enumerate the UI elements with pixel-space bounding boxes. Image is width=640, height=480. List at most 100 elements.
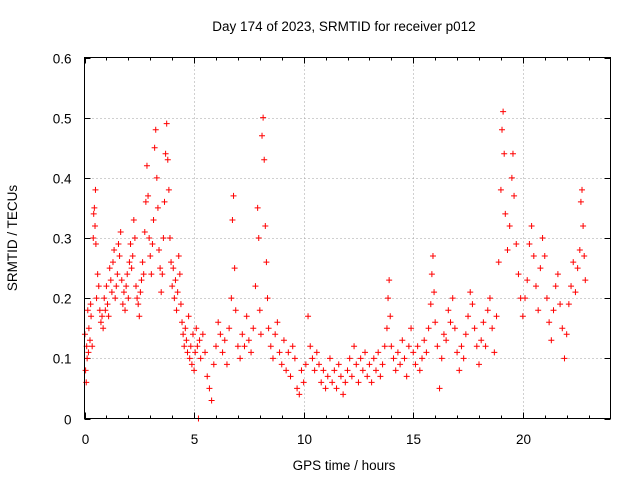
data-point xyxy=(331,367,338,374)
data-point xyxy=(522,295,529,302)
chart-title: Day 174 of 2023, SRMTID for receiver p01… xyxy=(212,19,475,34)
data-point xyxy=(97,319,104,326)
data-point xyxy=(296,391,303,398)
data-point xyxy=(185,313,192,320)
data-point xyxy=(88,313,95,320)
data-point xyxy=(202,349,209,356)
data-point xyxy=(493,313,500,320)
data-point xyxy=(160,235,167,241)
data-point xyxy=(226,325,233,332)
data-point xyxy=(199,331,206,338)
data-point xyxy=(180,331,187,338)
data-point xyxy=(181,343,188,350)
data-point xyxy=(447,319,454,326)
data-point xyxy=(274,319,281,326)
data-point xyxy=(397,361,404,368)
data-point xyxy=(302,361,309,368)
data-point xyxy=(166,235,173,241)
data-point xyxy=(438,355,445,362)
data-point xyxy=(580,222,587,229)
data-point xyxy=(462,331,469,338)
data-point xyxy=(326,355,333,362)
data-point xyxy=(239,331,246,338)
data-point xyxy=(311,367,318,374)
data-point xyxy=(416,367,423,374)
data-point xyxy=(85,325,92,332)
data-point xyxy=(508,174,515,181)
data-point xyxy=(577,198,584,205)
data-point xyxy=(471,325,478,332)
data-point xyxy=(93,295,100,302)
data-point xyxy=(114,271,121,278)
data-point xyxy=(156,247,163,254)
x-tick-label: 5 xyxy=(191,432,199,447)
data-point xyxy=(473,343,480,350)
data-point xyxy=(241,343,248,350)
data-point xyxy=(454,349,461,356)
data-point xyxy=(394,349,401,356)
data-point xyxy=(119,301,126,308)
data-point xyxy=(130,216,137,223)
data-point xyxy=(90,210,97,217)
axis-ticks xyxy=(84,57,611,420)
data-point xyxy=(147,253,154,260)
data-point xyxy=(116,253,123,260)
data-point xyxy=(140,271,147,278)
data-point xyxy=(145,192,152,199)
data-point xyxy=(528,222,535,229)
data-point xyxy=(193,325,200,332)
data-point xyxy=(257,331,264,338)
data-point xyxy=(476,361,482,368)
data-point xyxy=(187,343,194,350)
data-point xyxy=(423,349,430,356)
data-point xyxy=(565,301,572,308)
data-point xyxy=(173,307,180,314)
data-point xyxy=(129,253,136,260)
data-point xyxy=(351,343,358,350)
data-point xyxy=(101,295,108,302)
data-point xyxy=(467,289,474,296)
data-point xyxy=(375,349,382,356)
data-point xyxy=(260,114,267,121)
data-point xyxy=(576,247,583,254)
data-point xyxy=(506,222,513,229)
data-point xyxy=(552,283,559,290)
data-point xyxy=(298,367,305,374)
data-point xyxy=(223,361,230,368)
data-point xyxy=(261,156,268,163)
data-point xyxy=(82,367,89,374)
data-point xyxy=(96,307,103,314)
data-point xyxy=(539,235,546,241)
data-point xyxy=(111,247,118,254)
data-point xyxy=(364,373,371,380)
data-point xyxy=(346,355,353,362)
data-point xyxy=(300,379,307,386)
data-point xyxy=(379,361,386,368)
data-point xyxy=(421,337,428,344)
data-point xyxy=(103,283,110,290)
data-point xyxy=(170,265,177,272)
data-point xyxy=(106,265,113,272)
y-tick-label: 0.6 xyxy=(53,52,72,67)
data-point xyxy=(143,162,150,169)
data-point xyxy=(84,355,91,362)
data-point xyxy=(383,325,390,332)
data-point xyxy=(186,355,193,362)
data-point xyxy=(465,313,472,320)
data-point xyxy=(291,355,298,362)
data-point xyxy=(262,222,269,229)
data-point xyxy=(150,216,157,223)
data-point xyxy=(134,295,141,302)
data-point xyxy=(250,325,257,332)
data-point xyxy=(126,259,133,266)
data-point xyxy=(157,265,164,272)
data-point xyxy=(322,385,329,392)
data-point xyxy=(228,295,235,302)
data-point xyxy=(120,289,127,296)
data-point xyxy=(324,373,331,380)
data-point xyxy=(568,283,575,290)
plot-frame xyxy=(84,57,611,419)
data-point xyxy=(163,120,170,127)
data-point xyxy=(188,361,195,368)
data-point xyxy=(107,277,114,284)
